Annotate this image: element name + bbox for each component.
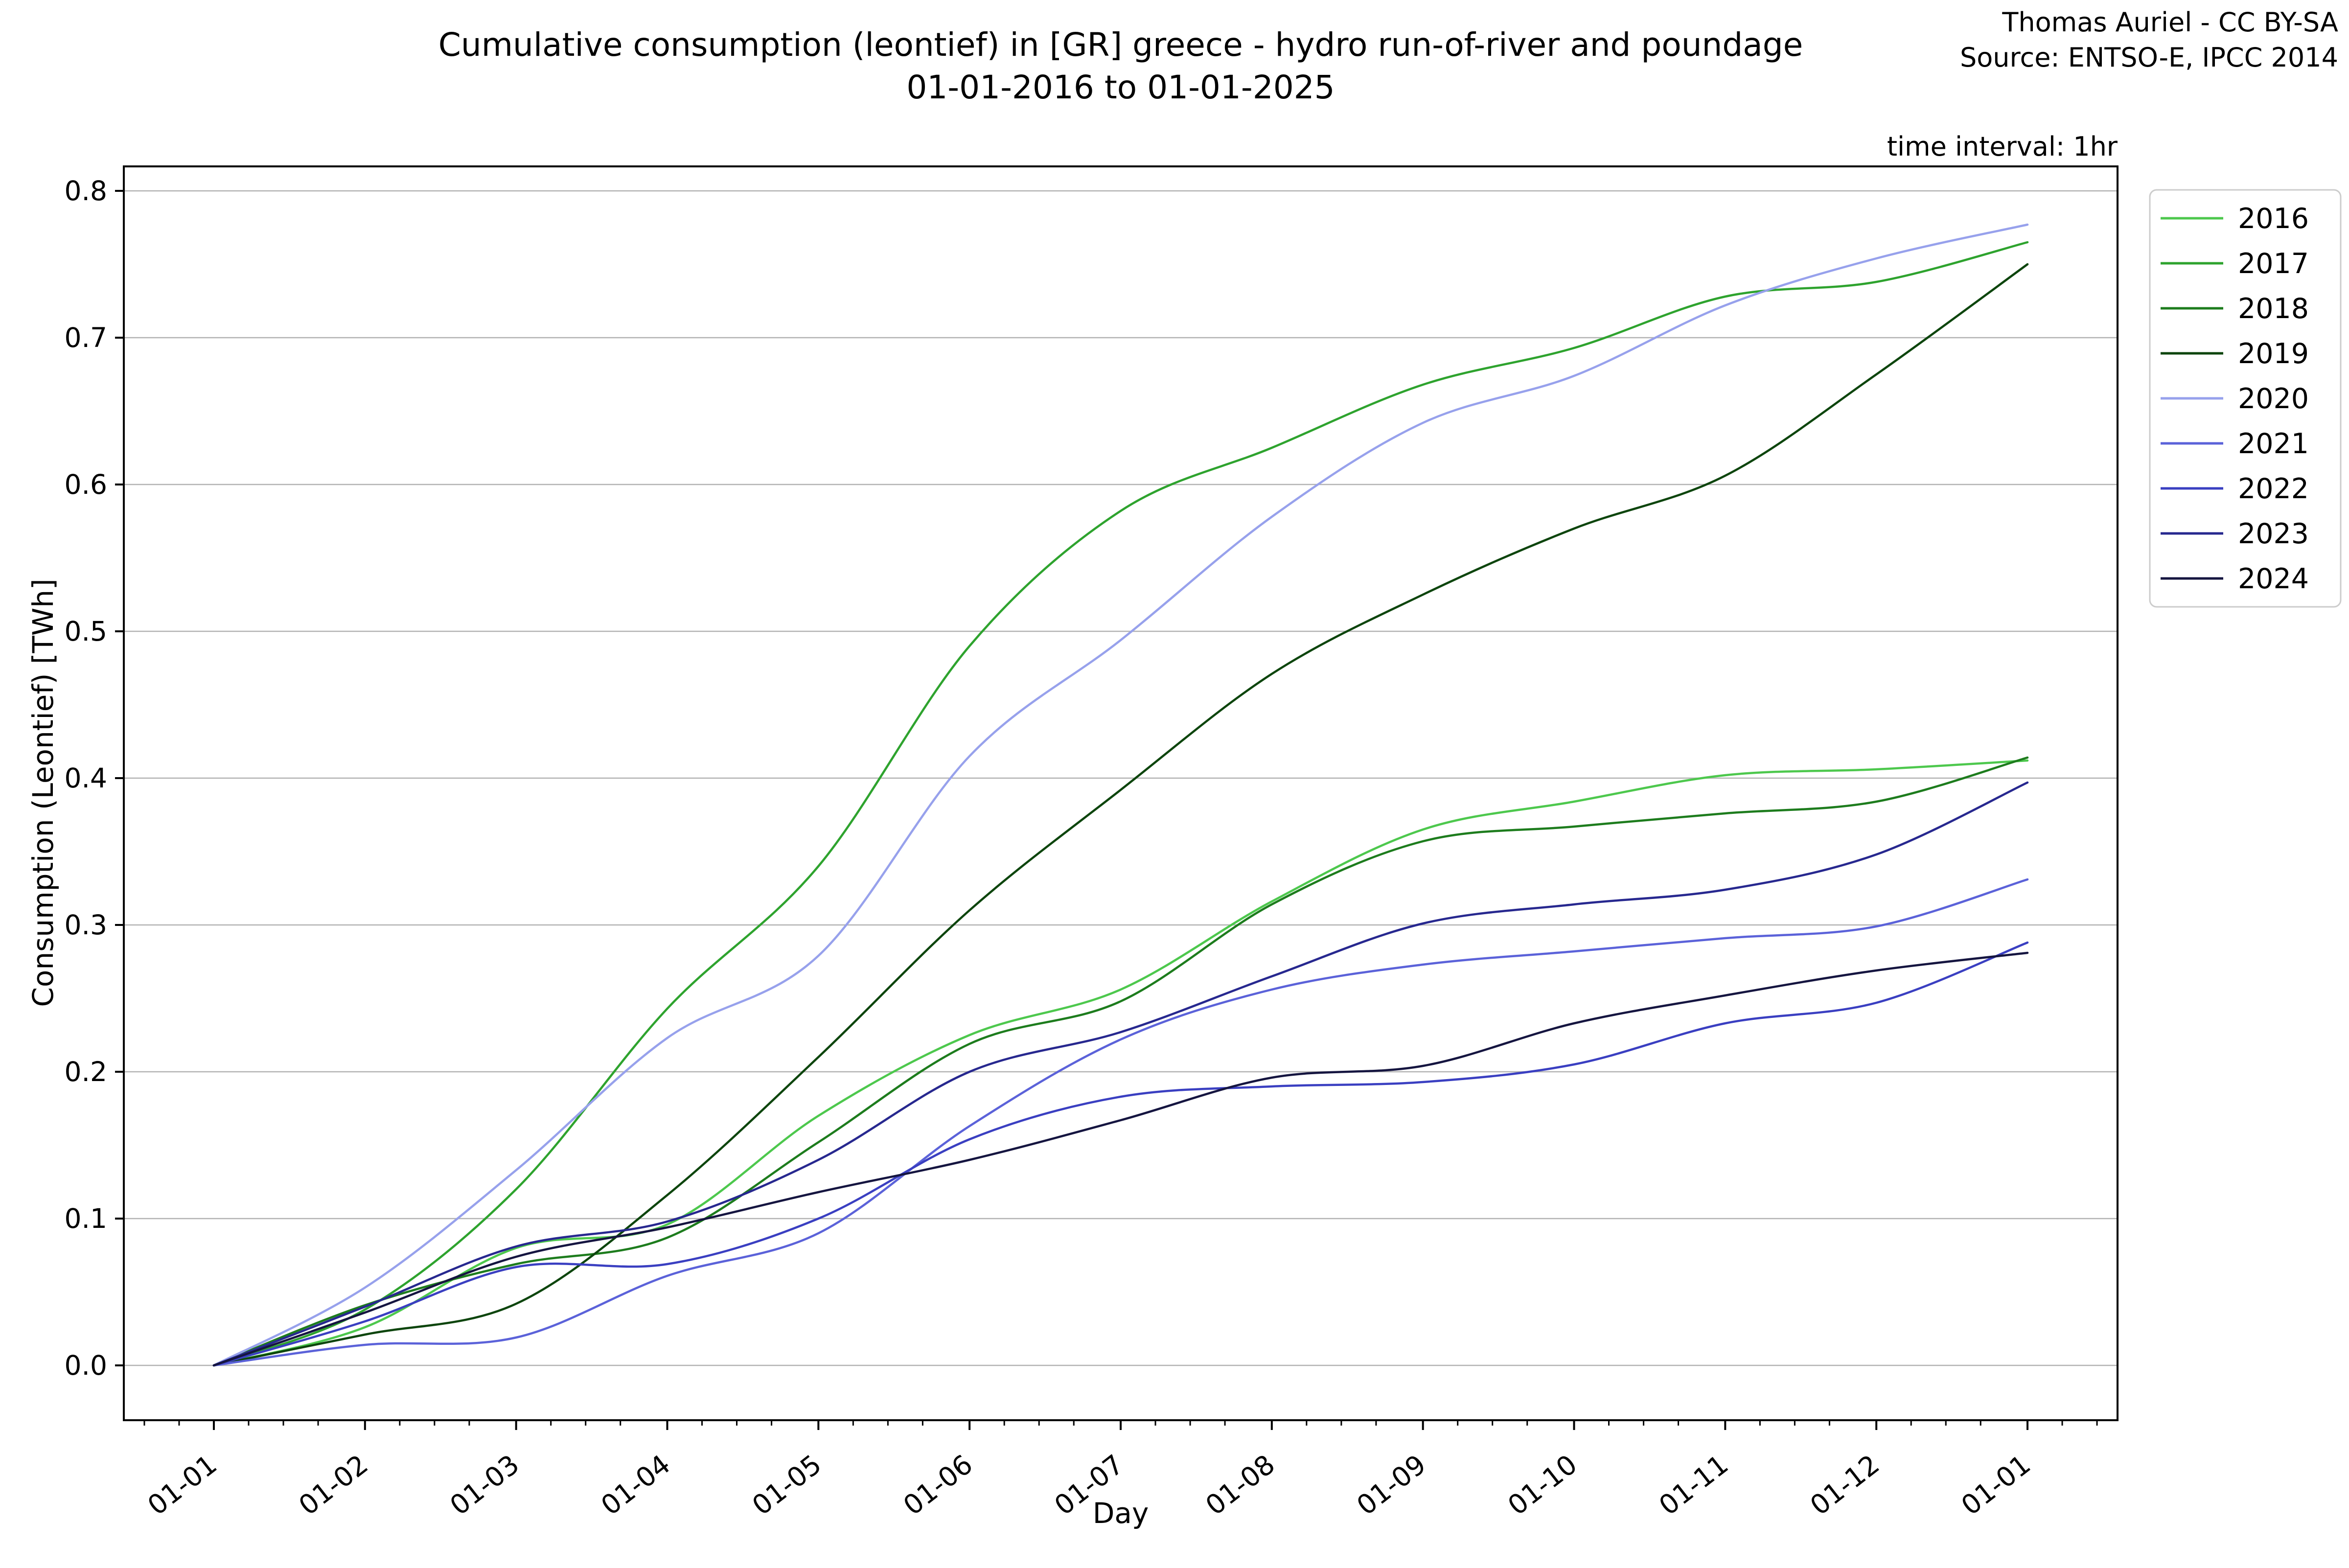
legend-label: 2024 [2238,563,2309,595]
series-line-2024 [212,951,2029,1367]
series-line-2023 [212,781,2029,1367]
legend-box [2149,189,2342,608]
x-axis-title: Day [1092,1497,1149,1530]
legend-entry-2020: 2020 [2161,383,2309,415]
y-tick-label: 0.5 [65,616,107,647]
legend-entry-2017: 2017 [2161,248,2309,280]
chart-title-line2: 01-01-2016 to 01-01-2025 [906,69,1335,107]
series-line-2018 [212,756,2029,1367]
legend-entry-2021: 2021 [2161,428,2309,460]
legend-label: 2017 [2238,248,2309,280]
series-line-2017 [212,241,2029,1367]
plot-border [123,165,2119,1421]
legend-entry-2022: 2022 [2161,473,2309,505]
author-credit: Thomas Auriel - CC BY-SA [2002,7,2338,38]
y-tick-label: 0.1 [65,1203,107,1234]
series-line-2019 [212,263,2029,1367]
y-tick-label: 0.0 [65,1350,107,1381]
legend-label: 2022 [2238,473,2309,505]
chart-title-line1: Cumulative consumption (leontief) in [GR… [438,26,1803,64]
time-interval-label: time interval: 1hr [1887,131,2118,162]
y-tick-label: 0.7 [65,322,107,353]
legend-entry-2023: 2023 [2161,518,2309,550]
y-tick-label: 0.2 [65,1056,107,1087]
legend-entry-2018: 2018 [2161,293,2309,325]
legend-entry-2019: 2019 [2161,338,2309,370]
y-tick-label: 0.6 [65,469,107,500]
legend-label: 2016 [2238,203,2309,235]
legend-label: 2021 [2238,428,2309,460]
series-line-2020 [212,223,2029,1367]
series-line-2021 [212,878,2029,1367]
y-axis-title: Consumption (Leontief) [TWh] [26,578,60,1007]
chart-title: Cumulative consumption (leontief) in [GR… [124,23,2118,109]
y-tick-label: 0.3 [65,909,107,941]
legend-label: 2019 [2238,338,2309,370]
y-tick-label: 0.8 [65,175,107,207]
legend-label: 2023 [2238,518,2309,550]
data-source: Source: ENTSO-E, IPCC 2014 [1959,42,2338,73]
credit-block: Thomas Auriel - CC BY-SA Source: ENTSO-E… [1960,5,2338,75]
legend-label: 2020 [2238,383,2309,415]
legend-entry-2016: 2016 [2161,203,2309,235]
legend-entry-2024: 2024 [2161,563,2309,595]
y-tick-label: 0.4 [65,762,107,794]
legend-label: 2018 [2238,293,2309,325]
series-line-2016 [212,759,2029,1367]
series-line-2022 [212,941,2029,1367]
